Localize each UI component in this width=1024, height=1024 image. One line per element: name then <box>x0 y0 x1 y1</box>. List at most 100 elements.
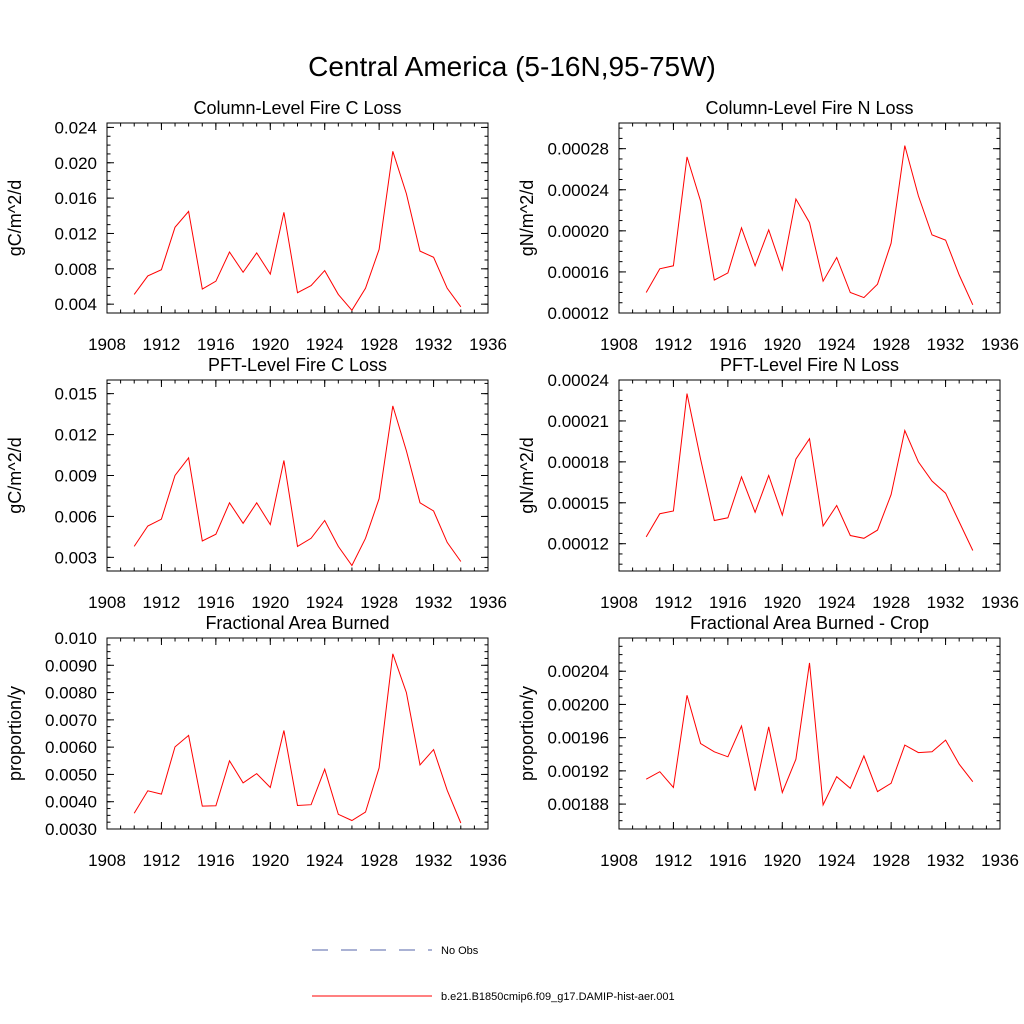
x-tick-label: 1912 <box>143 335 181 354</box>
y-tick-label: 0.00200 <box>548 695 609 714</box>
series-line <box>645 393 974 551</box>
y-tick-label: 0.0060 <box>45 738 97 757</box>
x-tick-label: 1920 <box>763 851 801 870</box>
y-tick-label: 0.0030 <box>45 820 97 839</box>
y-tick-label: 0.00028 <box>548 140 609 159</box>
legend-label: No Obs <box>441 945 479 957</box>
y-tick-label: 0.003 <box>54 548 97 567</box>
y-tick-label: 0.020 <box>54 154 97 173</box>
x-tick-label: 1908 <box>88 851 126 870</box>
plot-frame <box>618 122 1001 314</box>
x-tick-label: 1928 <box>872 851 910 870</box>
x-tick-label: 1932 <box>927 851 965 870</box>
y-tick-label: 0.024 <box>54 118 97 137</box>
x-tick-label: 1936 <box>469 335 507 354</box>
x-tick-label: 1920 <box>763 593 801 612</box>
y-axis-label: gN/m^2/d <box>517 437 537 513</box>
y-tick-label: 0.0080 <box>45 684 97 703</box>
panel-title: Column-Level Fire N Loss <box>705 98 913 118</box>
x-tick-label: 1920 <box>251 851 289 870</box>
plot-frame <box>106 122 489 314</box>
y-tick-label: 0.00024 <box>548 181 609 200</box>
x-tick-label: 1928 <box>872 335 910 354</box>
y-tick-label: 0.012 <box>54 224 97 243</box>
chart-panel-4: PFT-Level Fire N Loss gN/m^2/d 1908 1912 191… <box>517 355 1019 612</box>
y-axis-label: proportion/y <box>517 686 537 781</box>
x-tick-label: 1912 <box>143 851 181 870</box>
y-axis-label: gC/m^2/d <box>5 437 25 513</box>
x-tick-label: 1912 <box>655 851 693 870</box>
x-tick-label: 1924 <box>818 335 856 354</box>
y-tick-label: 0.009 <box>54 467 97 486</box>
x-tick-label: 1912 <box>655 335 693 354</box>
x-tick-label: 1928 <box>360 335 398 354</box>
chart-panel-1: Column-Level Fire C Loss gC/m^2/d 1908 1912… <box>5 98 507 354</box>
y-tick-label: 0.00024 <box>548 371 609 390</box>
y-axis-label: gN/m^2/d <box>517 180 537 256</box>
y-tick-label: 0.00012 <box>548 535 609 554</box>
y-tick-label: 0.00204 <box>548 662 609 681</box>
y-tick-label: 0.0050 <box>45 765 97 784</box>
panel-title: Column-Level Fire C Loss <box>193 98 401 118</box>
y-tick-label: 0.00020 <box>548 222 609 241</box>
y-tick-label: 0.00021 <box>548 412 609 431</box>
y-tick-label: 0.015 <box>54 385 97 404</box>
y-axis-label: gC/m^2/d <box>5 180 25 256</box>
x-tick-label: 1920 <box>251 593 289 612</box>
x-tick-label: 1916 <box>709 851 747 870</box>
chart-panel-5: Fractional Area Burned proportion/y 1908 19… <box>5 613 507 870</box>
x-tick-label: 1932 <box>927 593 965 612</box>
figure-title: Central America (5-16N,95-75W) <box>308 51 716 82</box>
y-tick-label: 0.008 <box>54 260 97 279</box>
x-tick-label: 1920 <box>763 335 801 354</box>
x-tick-label: 1912 <box>143 593 181 612</box>
x-tick-label: 1916 <box>197 851 235 870</box>
x-tick-label: 1908 <box>88 593 126 612</box>
plot-frame <box>106 379 489 572</box>
series-line <box>645 145 974 306</box>
x-tick-label: 1932 <box>927 335 965 354</box>
y-tick-label: 0.00015 <box>548 494 609 513</box>
x-tick-label: 1928 <box>360 851 398 870</box>
x-tick-label: 1936 <box>469 851 507 870</box>
panel-title: Fractional Area Burned - Crop <box>690 613 929 633</box>
x-tick-label: 1916 <box>709 593 747 612</box>
x-tick-label: 1916 <box>197 593 235 612</box>
y-tick-label: 0.010 <box>54 629 97 648</box>
y-tick-label: 0.00018 <box>548 453 609 472</box>
x-tick-label: 1908 <box>600 593 638 612</box>
x-tick-label: 1932 <box>415 851 453 870</box>
plot-frame <box>106 637 489 830</box>
x-tick-label: 1916 <box>709 335 747 354</box>
panels: Column-Level Fire C Loss gC/m^2/d 1908 1912… <box>5 98 1019 870</box>
series-line <box>133 151 462 312</box>
plot-frame <box>618 379 1001 572</box>
legend: No Obs b.e21.B1850cmip6.f09_g17.DAMIP-his… <box>312 945 675 1003</box>
x-tick-label: 1928 <box>872 593 910 612</box>
x-tick-label: 1908 <box>600 335 638 354</box>
y-tick-label: 0.004 <box>54 295 97 314</box>
panel-title: Fractional Area Burned <box>205 613 389 633</box>
x-tick-label: 1924 <box>306 593 344 612</box>
y-tick-label: 0.016 <box>54 189 97 208</box>
x-tick-label: 1928 <box>360 593 398 612</box>
x-tick-label: 1908 <box>88 335 126 354</box>
x-tick-label: 1924 <box>818 593 856 612</box>
legend-label: b.e21.B1850cmip6.f09_g17.DAMIP-hist-aer.… <box>441 991 675 1003</box>
x-tick-label: 1936 <box>981 335 1019 354</box>
x-tick-label: 1924 <box>306 851 344 870</box>
y-tick-label: 0.00196 <box>548 729 609 748</box>
chart-panel-2: Column-Level Fire N Loss gN/m^2/d 1908 1912… <box>517 98 1019 354</box>
x-tick-label: 1912 <box>655 593 693 612</box>
x-tick-label: 1920 <box>251 335 289 354</box>
chart-panel-3: PFT-Level Fire C Loss gC/m^2/d 1908 1912 191… <box>5 355 507 612</box>
x-tick-label: 1924 <box>306 335 344 354</box>
panel-title: PFT-Level Fire C Loss <box>208 355 387 375</box>
x-tick-label: 1932 <box>415 335 453 354</box>
x-tick-label: 1908 <box>600 851 638 870</box>
y-tick-label: 0.00016 <box>548 263 609 282</box>
y-tick-label: 0.012 <box>54 426 97 445</box>
series-line <box>645 662 974 807</box>
x-tick-label: 1936 <box>469 593 507 612</box>
